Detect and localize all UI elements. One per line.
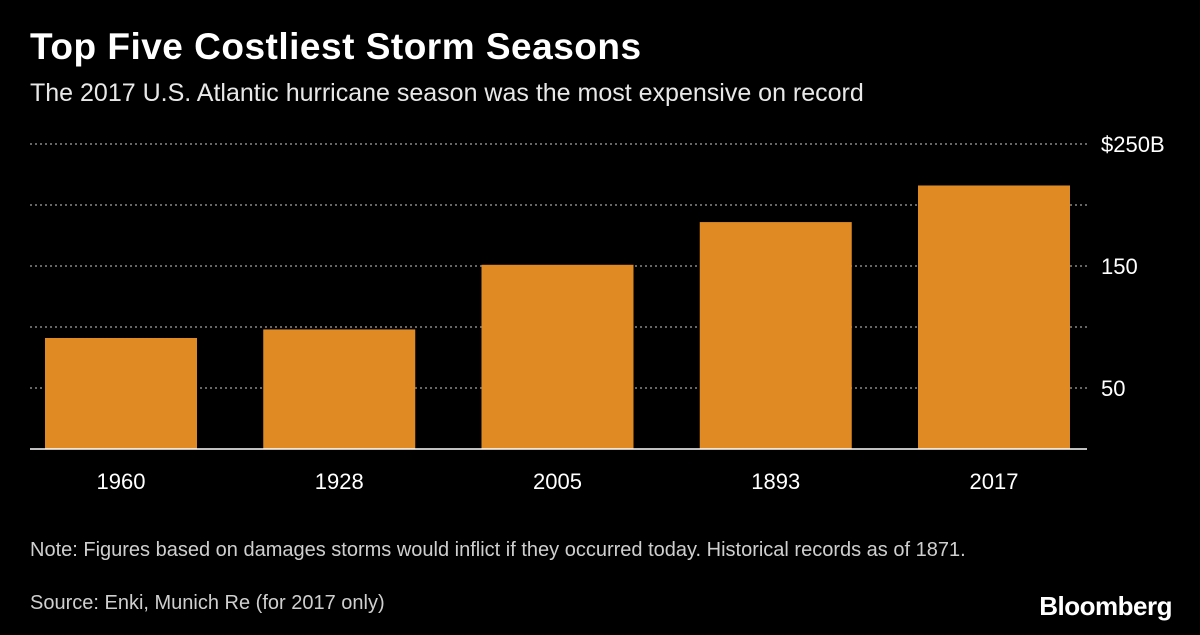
y-tick-labels: $250B 150 50	[1101, 132, 1165, 401]
x-tick-label: 2005	[533, 469, 582, 494]
chart-subtitle: The 2017 U.S. Atlantic hurricane season …	[30, 79, 864, 107]
chart-note: Note: Figures based on damages storms wo…	[30, 539, 966, 561]
chart-title: Top Five Costliest Storm Seasons	[30, 26, 642, 67]
x-tick-label: 1893	[751, 469, 800, 494]
y-tick-label: 50	[1101, 376, 1125, 401]
bar-1960	[45, 337, 197, 449]
bar-1893	[699, 222, 852, 449]
y-tick-label: 150	[1101, 254, 1138, 279]
x-tick-label: 1928	[315, 469, 364, 494]
bars	[45, 185, 1070, 450]
bar-2005	[481, 264, 634, 449]
bar-1928	[263, 329, 416, 449]
y-tick-label: $250B	[1101, 132, 1165, 157]
bloomberg-logo: Bloomberg	[1039, 591, 1172, 621]
x-tick-label: 2017	[970, 469, 1019, 494]
bar-2017	[918, 185, 1070, 450]
chart-source: Source: Enki, Munich Re (for 2017 only)	[30, 592, 385, 614]
gridlines	[30, 143, 1087, 389]
x-tick-labels: 1960 1928 2005 1893 2017	[97, 469, 1019, 494]
x-tick-label: 1960	[97, 469, 146, 494]
